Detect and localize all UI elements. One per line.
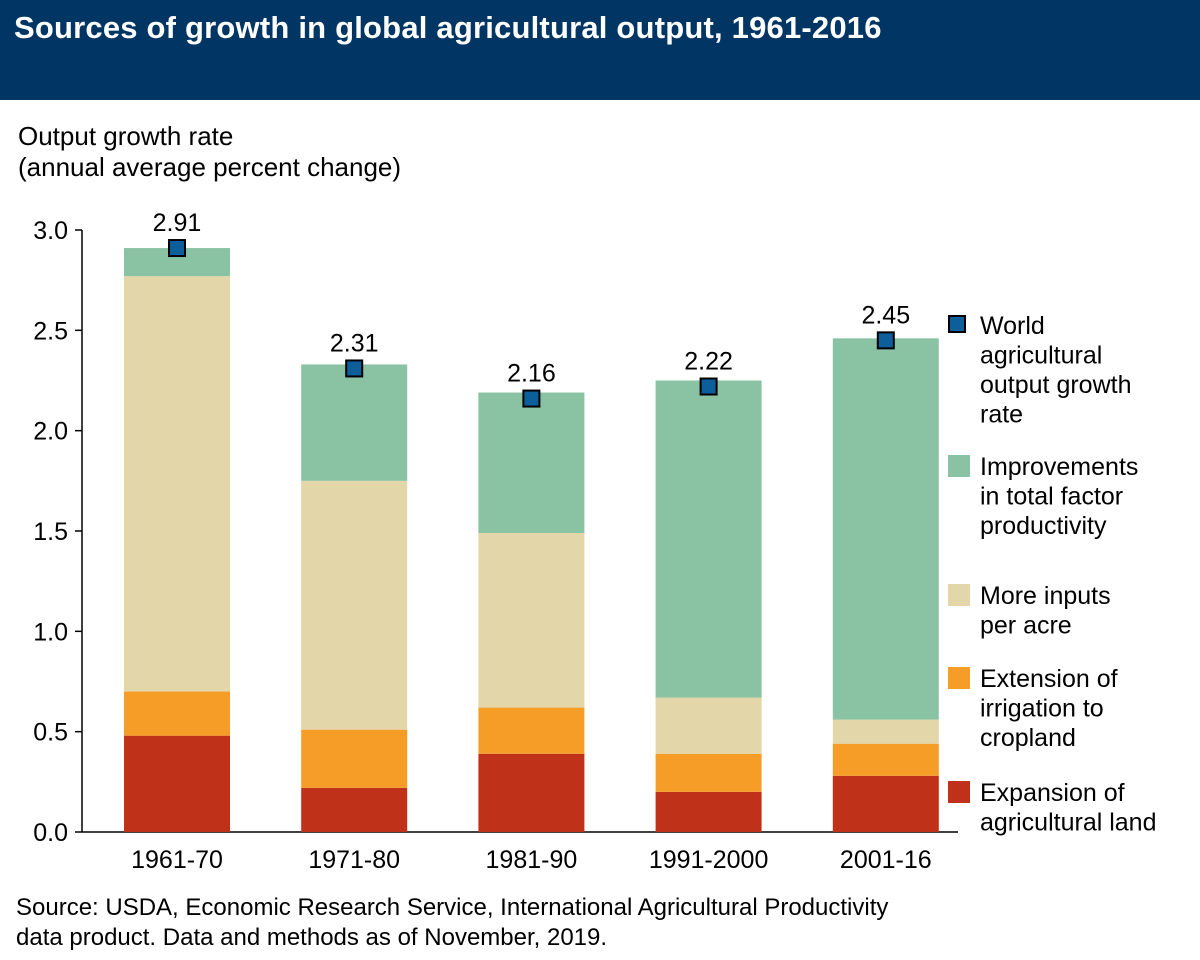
legend-label-line: rate [980,401,1023,429]
growth-rate-marker [168,239,186,258]
legend-label-line: irrigation to [980,695,1104,723]
x-tick-label: 1971-80 [308,846,400,874]
legend-swatch-marker [948,315,966,333]
legend-label-line: Expansion of [980,779,1125,807]
bar-segment-1971-80-series-1 [301,729,408,788]
y-tick-label: 0.5 [33,719,68,747]
bar-segment-1981-90-series-1 [478,707,585,754]
y-axis-label-line-2: (annual average percent change) [18,152,402,182]
bar-segment-1971-80-series-3 [301,364,408,481]
bar-segment-1991-2000-series-3 [655,380,762,698]
legend-label-line: Improvements [980,453,1138,481]
bar-segment-1961-70-series-0 [124,735,230,832]
bar-segment-1991-2000-series-1 [655,753,762,792]
marker-value-label: 2.45 [861,301,910,329]
legend-label-line: More inputs [980,582,1111,610]
legend-swatch-2 [948,584,970,606]
bar-segment-2001-16-series-2 [832,719,939,744]
legend-label-line: World [980,312,1045,340]
legend-label-line: in total factor [980,483,1123,511]
bar-segment-2001-16-series-3 [832,338,939,720]
y-tick-label: 3.0 [33,217,68,245]
legend-label-line: productivity [980,512,1107,540]
bar-segment-1981-90-series-3 [478,392,585,534]
legend-swatch-1 [948,455,970,477]
growth-rate-marker [345,359,364,378]
legend-label-line: cropland [980,724,1076,752]
bar-segment-1981-90-series-0 [478,753,585,832]
bar-segment-2001-16-series-1 [832,743,939,776]
legend-label-line: agricultural [980,342,1102,370]
y-axis-label-line-1: Output growth rate [18,121,234,151]
marker-value-label: 2.16 [507,360,556,388]
x-tick-label: 1991-2000 [649,846,769,874]
y-tick-label: 2.0 [33,418,68,446]
legend-label-line: output growth [980,371,1132,399]
y-tick-label: 1.0 [33,618,68,646]
source-line-1: Source: USDA, Economic Research Service,… [16,894,889,921]
y-tick-label: 0.0 [33,819,68,847]
legend-label-line: Extension of [980,665,1118,693]
x-tick-label: 1981-90 [486,846,578,874]
marker-value-label: 2.91 [153,209,202,237]
x-tick-label: 1961-70 [131,846,223,874]
bar-segment-1991-2000-series-0 [655,791,762,832]
x-tick-label: 2001-16 [840,846,932,874]
legend-swatch-4 [948,781,970,803]
bar-segment-1981-90-series-2 [478,533,585,708]
title-bar: Sources of growth in global agricultural… [0,0,1200,100]
growth-rate-marker [876,331,895,350]
bar-segment-1961-70-series-1 [124,691,230,736]
marker-value-label: 2.22 [684,348,733,376]
bar-segment-1971-80-series-2 [301,480,408,730]
y-tick-label: 2.5 [33,317,68,345]
source-line-2: data product. Data and methods as of Nov… [16,924,608,951]
y-tick-label: 1.5 [33,518,68,546]
bar-segment-1961-70-series-2 [124,276,230,692]
bar-segment-1971-80-series-0 [301,787,408,832]
legend-swatch-3 [948,667,970,689]
bar-segment-2001-16-series-0 [832,775,939,832]
legend-label-line: per acre [980,612,1072,640]
growth-rate-marker [699,377,718,396]
marker-value-label: 2.31 [330,329,379,357]
chart-title: Sources of growth in global agricultural… [14,10,882,45]
growth-rate-marker [522,389,541,408]
source-note: Source: USDA, Economic Research Service,… [16,893,888,953]
bar-segment-1991-2000-series-2 [655,697,762,754]
legend-label-line: agricultural land [980,809,1157,837]
